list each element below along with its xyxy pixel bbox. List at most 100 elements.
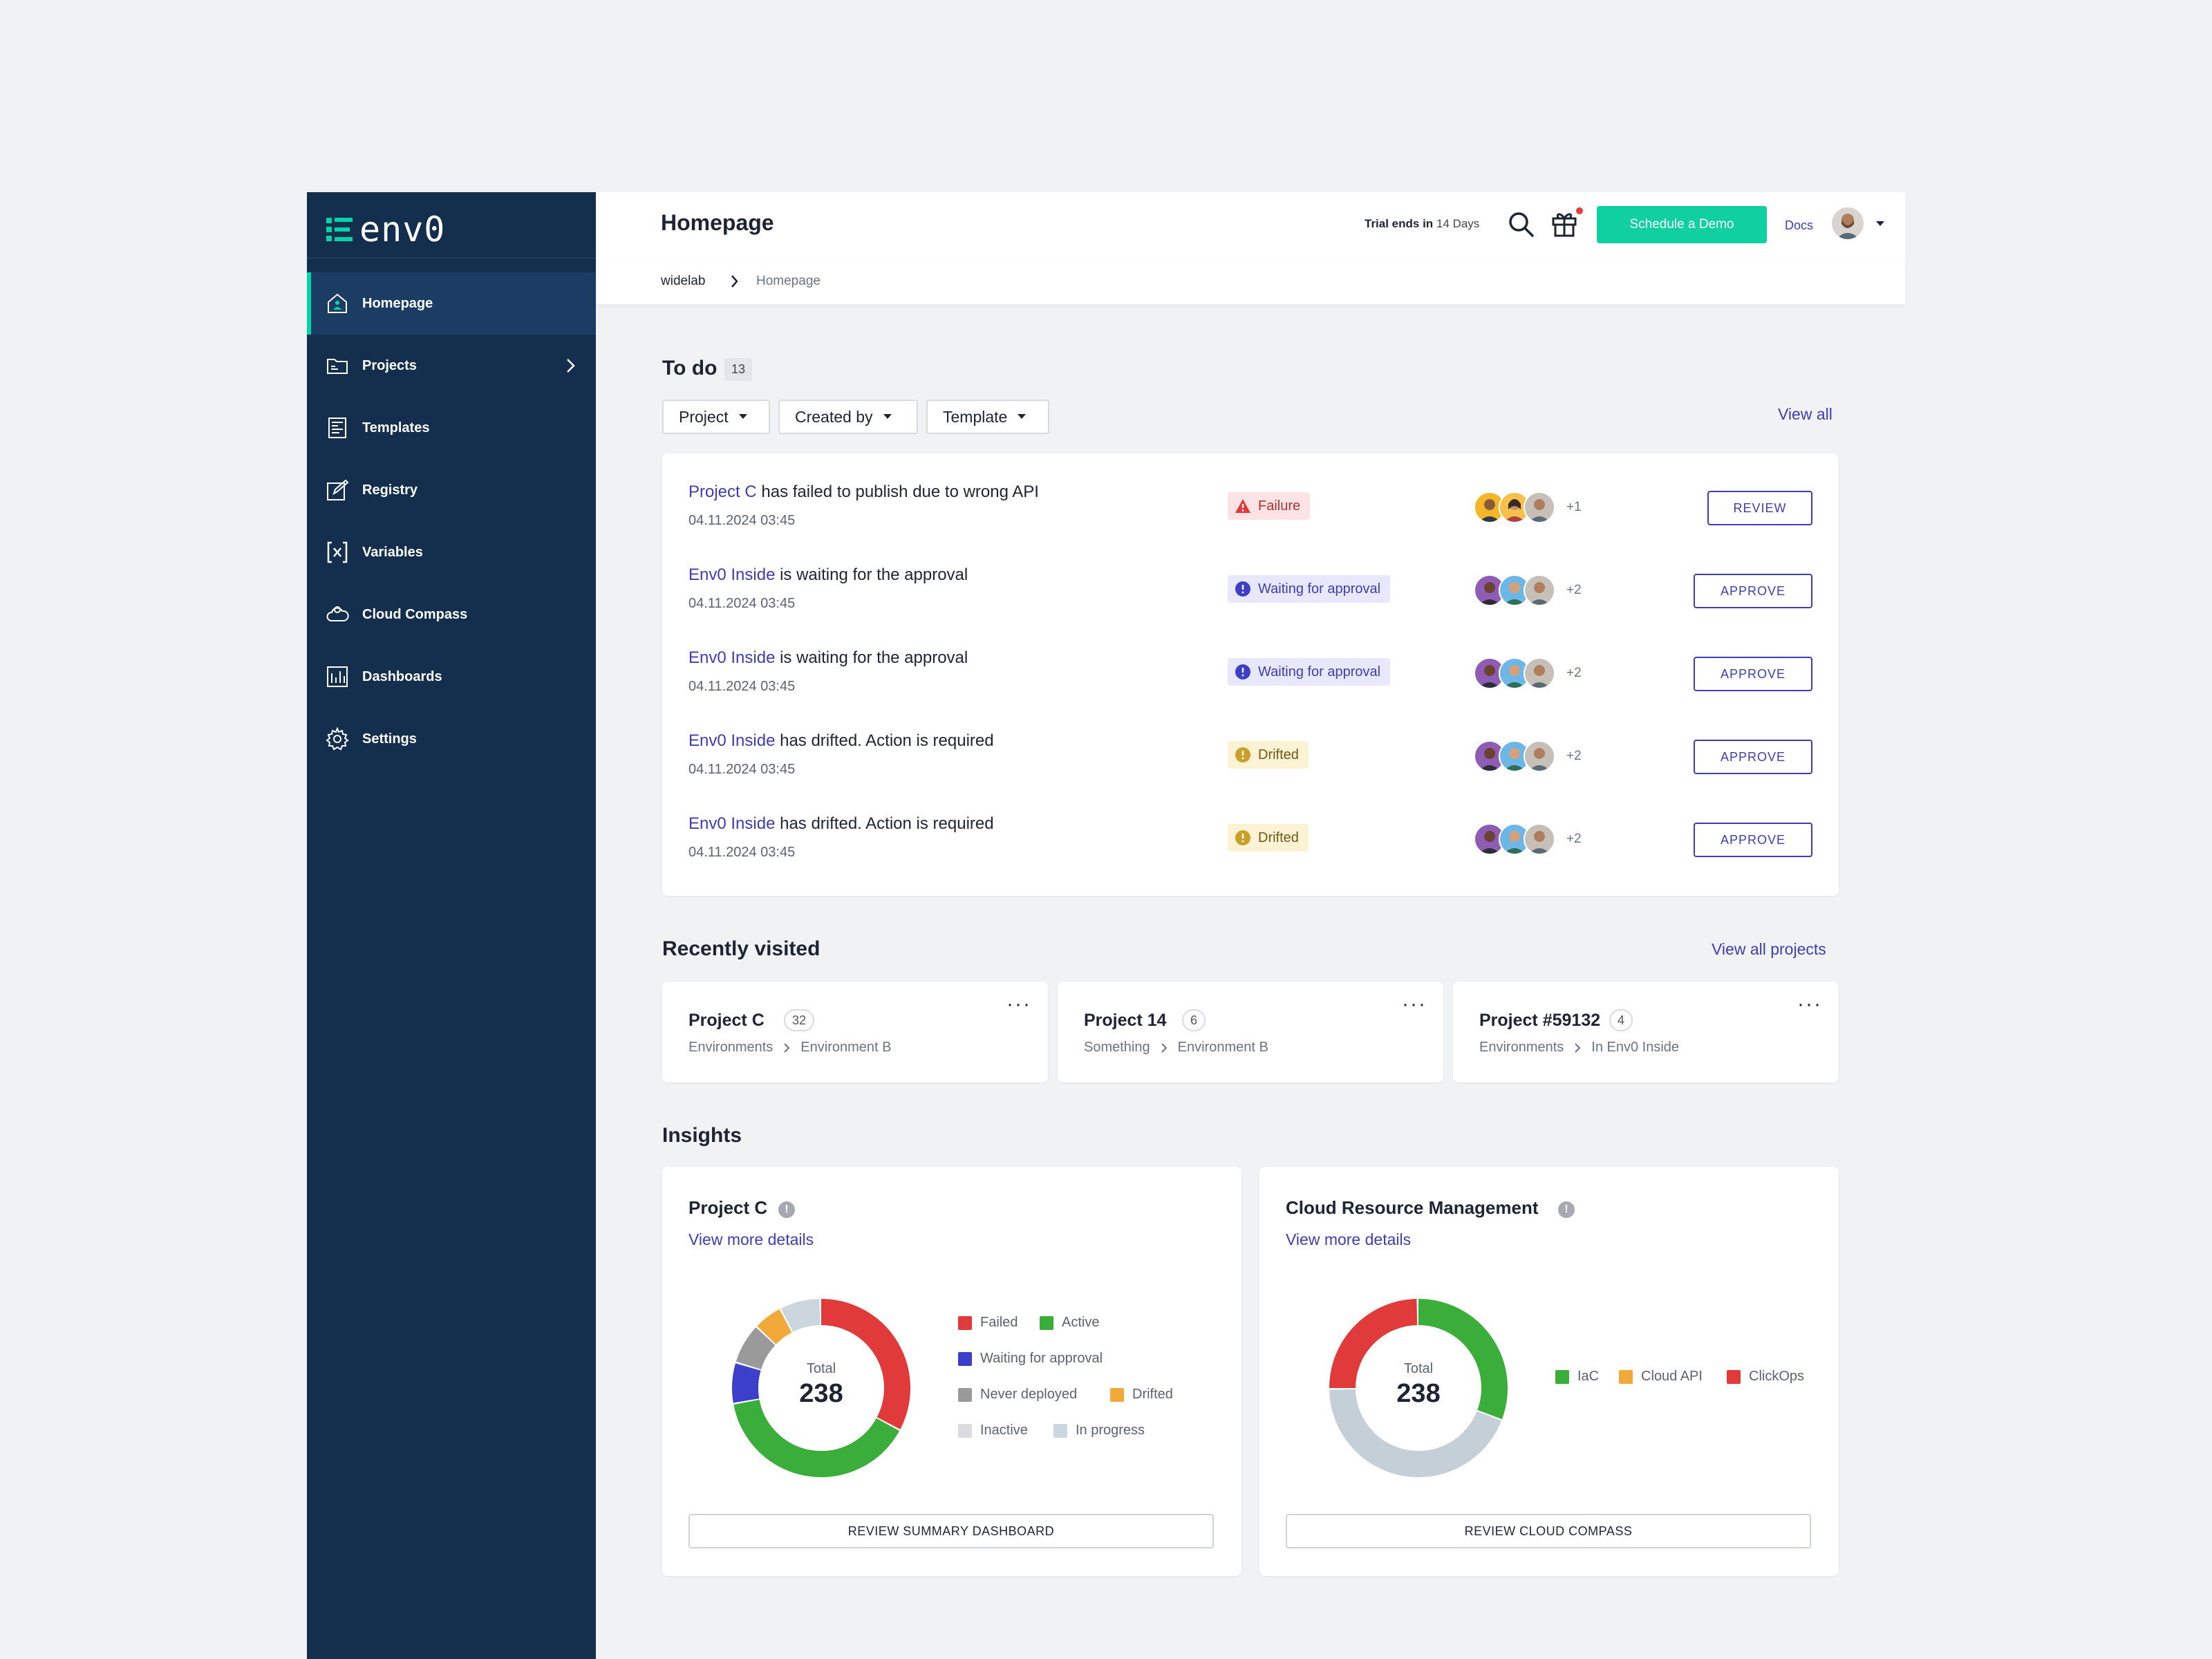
cloud-compass-icon [324, 601, 351, 628]
review-summary-dashboard-button[interactable]: REVIEW SUMMARY DASHBOARD [688, 1514, 1214, 1548]
sidebar-item-dashboards[interactable]: Dashboards [307, 646, 596, 708]
donut-segment-failed[interactable] [821, 1299, 910, 1430]
donut-segment-never-deployed[interactable] [735, 1327, 776, 1370]
legend-swatch [958, 1351, 972, 1366]
recent-project-card[interactable]: Project #59132 4 Environments In Env0 In… [1453, 982, 1839, 1082]
recent-project-card[interactable]: Project C 32 Environments Environment B … [662, 982, 1048, 1082]
caret-down-icon[interactable] [1875, 220, 1886, 228]
todo-project-link[interactable]: Env0 Inside [688, 731, 776, 750]
info-icon[interactable]: ! [778, 1201, 795, 1218]
todo-view-all-link[interactable]: View all [1778, 405, 1833, 423]
todo-message: Env0 Inside has drifted. Action is requi… [688, 814, 994, 834]
insight-title: Project C [688, 1197, 768, 1218]
chevron-right-icon [567, 359, 575, 373]
legend-item: Failed [958, 1315, 1018, 1331]
environment-count: 6 [1182, 1009, 1206, 1031]
donut-segment-clickops[interactable] [1329, 1299, 1418, 1389]
sidebar-item-label: Registry [362, 482, 418, 498]
legend-item: Active [1040, 1315, 1099, 1331]
docs-link[interactable]: Docs [1785, 218, 1814, 232]
path-segment: Environments [688, 1040, 774, 1055]
recent-title: Recently visited [662, 937, 821, 960]
more-options-icon[interactable]: ··· [1006, 993, 1031, 1015]
search-icon[interactable] [1507, 210, 1536, 239]
view-more-details-link[interactable]: View more details [688, 1230, 814, 1248]
filter-created-by[interactable]: Created by [778, 400, 918, 434]
todo-project-link[interactable]: Env0 Inside [688, 648, 776, 667]
trial-notice: Trial ends in 14 Days [1365, 217, 1479, 231]
sidebar-item-cloud-compass[interactable]: Cloud Compass [307, 583, 596, 646]
donut-segments [732, 1299, 910, 1477]
chevron-right-icon [784, 1042, 790, 1053]
avatar [1524, 657, 1555, 689]
todo-row: Env0 Inside has drifted. Action is requi… [662, 702, 1839, 785]
sidebar-item-variables[interactable]: Variables [307, 521, 596, 583]
sidebar-nav: Homepage Projects Templates Registry [307, 272, 596, 770]
project-path: Environments In Env0 Inside [1479, 1040, 1679, 1056]
project-path: Environments Environment B [688, 1040, 891, 1056]
chevron-right-icon [731, 275, 738, 288]
view-more-details-link[interactable]: View more details [1286, 1230, 1412, 1248]
status-label: Waiting for approval [1258, 664, 1381, 679]
gift-icon[interactable] [1550, 209, 1579, 238]
page-title: Homepage [661, 210, 774, 235]
view-all-projects-link[interactable]: View all projects [1712, 940, 1826, 958]
todo-message: Env0 Inside is waiting for the approval [688, 648, 968, 668]
todo-project-link[interactable]: Env0 Inside [688, 565, 776, 584]
more-options-icon[interactable]: ··· [1402, 993, 1427, 1015]
assignee-avatars: +1 [1474, 491, 1582, 523]
sidebar-item-templates[interactable]: Templates [307, 397, 596, 459]
approve-button[interactable]: APPROVE [1694, 657, 1812, 691]
more-options-icon[interactable]: ··· [1797, 993, 1822, 1015]
recent-project-card[interactable]: Project 14 6 Something Environment B ··· [1058, 982, 1443, 1082]
donut-segment-iac[interactable] [1418, 1299, 1508, 1420]
avatar [1524, 574, 1555, 606]
exclamation-icon [1235, 830, 1250, 845]
donut-segment-drifted[interactable] [757, 1309, 792, 1345]
donut-segment-in-progress[interactable] [780, 1299, 821, 1333]
sidebar-item-homepage[interactable]: Homepage [307, 272, 596, 335]
filter-template[interactable]: Template [926, 400, 1049, 434]
breadcrumb-org[interactable]: widelab [661, 274, 706, 288]
donut-segment-waiting-for-approval[interactable] [732, 1363, 761, 1403]
legend-label: Inactive [980, 1423, 1028, 1438]
assignee-avatars: +2 [1474, 574, 1582, 606]
schedule-demo-button[interactable]: Schedule a Demo [1597, 206, 1767, 243]
environment-count: 32 [784, 1009, 815, 1031]
sidebar-item-settings[interactable]: Settings [307, 708, 596, 770]
donut-segment-active[interactable] [733, 1399, 900, 1477]
status-label: Drifted [1258, 747, 1299, 762]
approve-button[interactable]: APPROVE [1694, 740, 1812, 774]
legend-label: In progress [1076, 1423, 1145, 1438]
approve-button[interactable]: APPROVE [1694, 574, 1812, 608]
todo-project-link[interactable]: Env0 Inside [688, 814, 776, 833]
filter-label: Created by [795, 407, 873, 426]
info-icon[interactable]: ! [1558, 1201, 1575, 1218]
warning-icon [1235, 499, 1250, 513]
sidebar-item-label: Dashboards [362, 668, 442, 684]
donut-segment-cloud-api[interactable] [1329, 1389, 1501, 1477]
todo-project-link[interactable]: Project C [688, 482, 757, 501]
chevron-right-icon [1161, 1042, 1168, 1053]
review-button[interactable]: REVIEW [1707, 491, 1812, 525]
filter-project[interactable]: Project [662, 400, 770, 434]
avatar [1524, 823, 1555, 855]
review-cloud-compass-button[interactable]: REVIEW CLOUD COMPASS [1286, 1514, 1811, 1548]
notification-dot [1576, 207, 1583, 214]
env0-logo[interactable]: env0 [325, 209, 445, 250]
legend-item: In progress [1053, 1423, 1145, 1438]
legend-swatch [1040, 1315, 1053, 1330]
sidebar-item-registry[interactable]: Registry [307, 459, 596, 521]
legend-swatch [958, 1387, 972, 1402]
legend-item: Inactive [958, 1423, 1028, 1438]
avatar [1499, 574, 1530, 606]
legend-item: Waiting for approval [958, 1351, 1103, 1367]
sidebar-item-projects[interactable]: Projects [307, 335, 596, 397]
insight-card-project: Project C ! View more details Total 238 … [662, 1167, 1241, 1576]
donut-total-value: 238 [799, 1379, 843, 1408]
filter-label: Project [679, 407, 729, 426]
path-segment: Environment B [1177, 1040, 1268, 1055]
home-icon [324, 290, 351, 317]
user-avatar[interactable] [1832, 207, 1864, 239]
approve-button[interactable]: APPROVE [1694, 823, 1812, 857]
